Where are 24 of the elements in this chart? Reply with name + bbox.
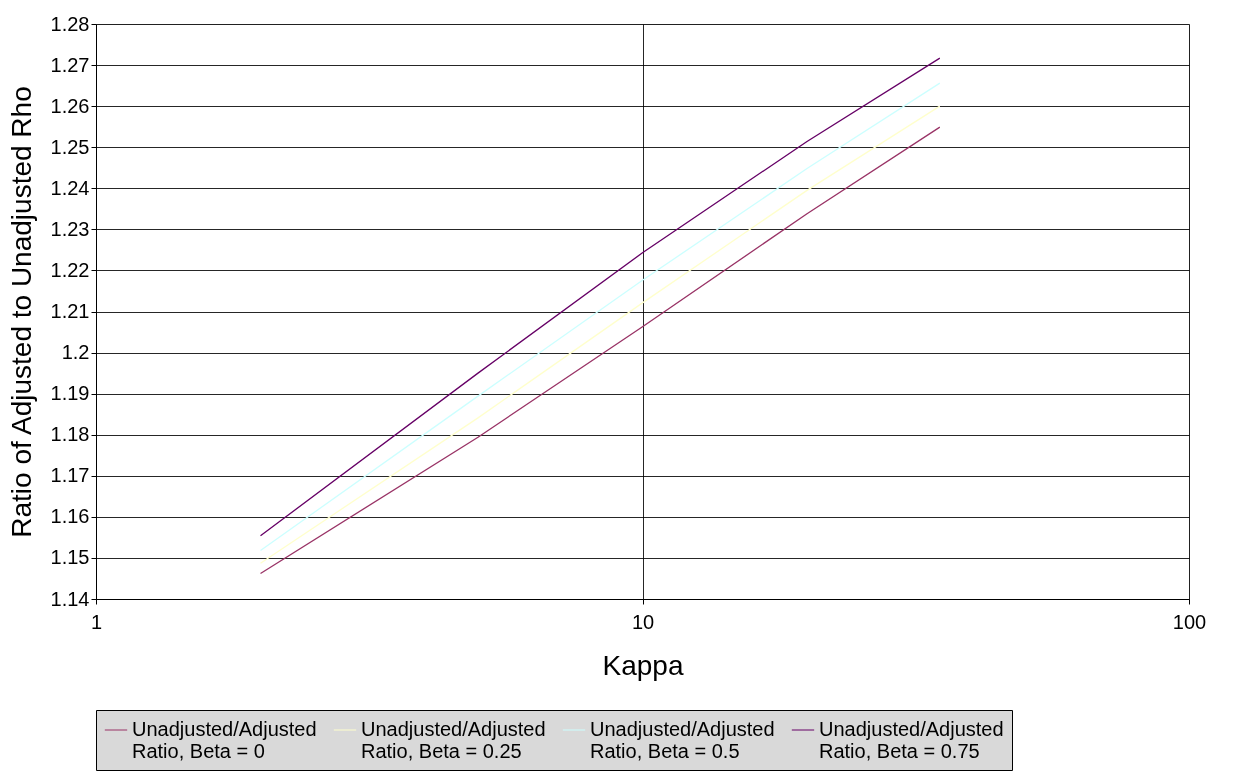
y-tick-label: 1.22 (50, 258, 90, 281)
legend-label: Unadjusted/Adjusted Ratio, Beta = 0.75 (819, 718, 1004, 762)
y-tick-label: 1.14 (50, 587, 90, 610)
y-tick-label: 1.28 (50, 12, 90, 35)
y-tick-label: 1.19 (50, 382, 90, 405)
y-tick-label: 1.25 (50, 135, 90, 158)
y-tick-label: 1.16 (50, 505, 90, 528)
x-tick-label: 100 (1172, 610, 1207, 633)
y-tick-label: 1.26 (50, 94, 90, 117)
y-tick-label: 1.2 (61, 341, 90, 364)
legend-label: Unadjusted/Adjusted Ratio, Beta = 0.25 (361, 718, 546, 762)
y-tick-label: 1.23 (50, 217, 90, 240)
y-axis-title: Ratio of Adjusted to Unadjusted Rho (5, 86, 37, 538)
y-tick-label: 1.24 (50, 176, 90, 199)
x-tick-label: 1 (90, 610, 103, 633)
y-tick-label: 1.21 (50, 300, 90, 322)
y-tick-label: 1.27 (50, 53, 90, 76)
y-tick-label: 1.15 (50, 546, 90, 569)
y-tick-label: 1.17 (50, 464, 90, 487)
x-tick-label: 10 (631, 610, 655, 633)
x-axis-title: Kappa (602, 649, 684, 681)
legend-label: Unadjusted/Adjusted Ratio, Beta = 0.5 (590, 718, 775, 762)
y-tick-label: 1.18 (50, 423, 90, 446)
legend-label: Unadjusted/Adjusted Ratio, Beta = 0 (132, 718, 317, 762)
